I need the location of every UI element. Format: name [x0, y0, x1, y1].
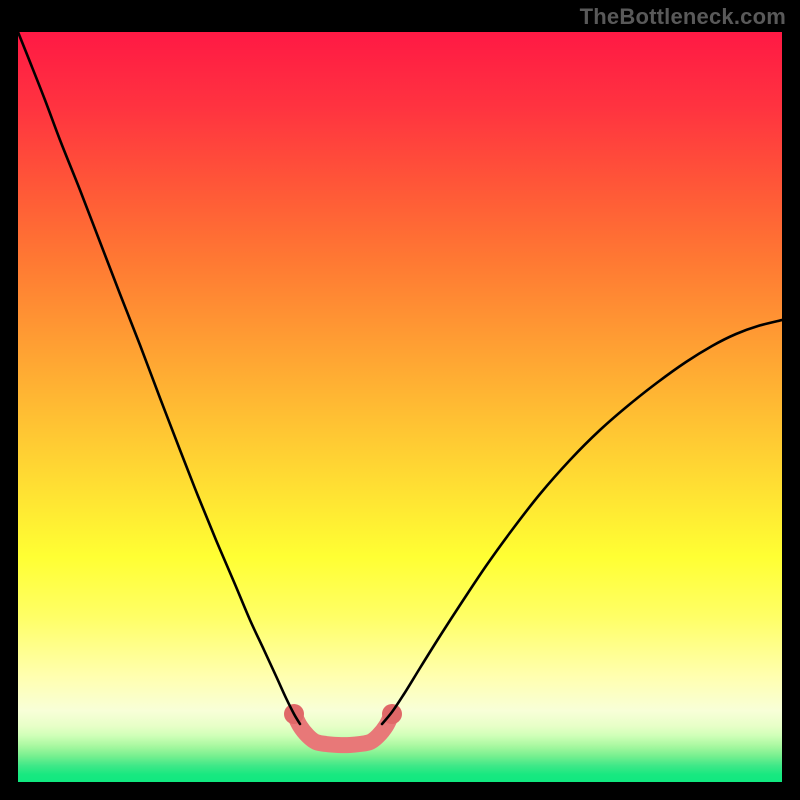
chart-frame: TheBottleneck.com	[0, 0, 800, 800]
bottleneck-curve-chart	[18, 32, 782, 782]
watermark-text: TheBottleneck.com	[580, 4, 786, 30]
gradient-background	[18, 32, 782, 782]
